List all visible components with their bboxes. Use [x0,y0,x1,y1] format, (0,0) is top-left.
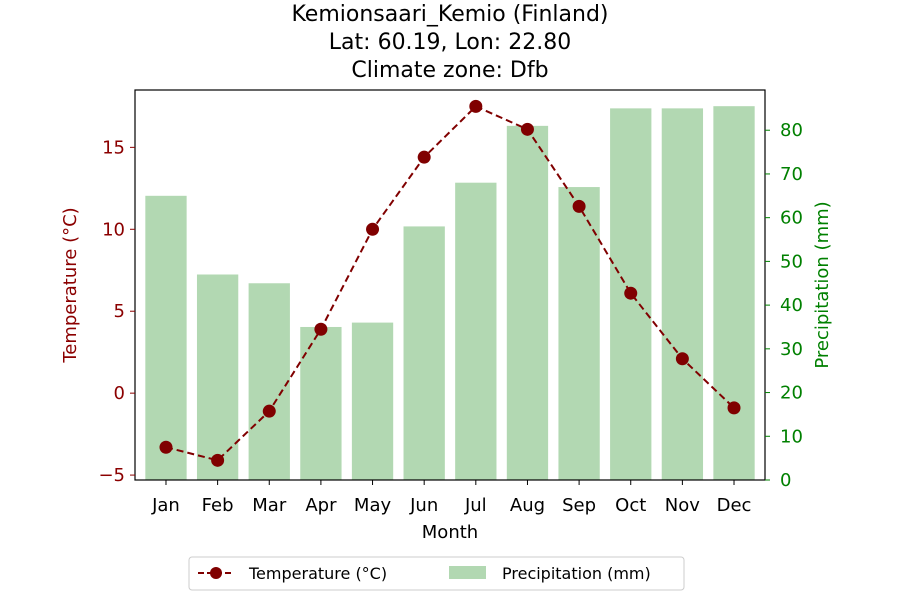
y-axis-left-label: Temperature (°C) [60,207,81,363]
x-tick-label-aug: Aug [510,495,545,516]
x-tick-label-nov: Nov [665,495,700,516]
temperature-point-sep [572,199,586,213]
y-right-tick-label: 20 [780,383,803,404]
precipitation-bar-jul [455,182,497,480]
y-axis-right: 0 10 20 30 40 50 60 70 80 [765,120,803,491]
y-left-tick-label: −5 [98,465,125,486]
temperature-point-nov [675,352,689,366]
precipitation-bar-sep [558,187,600,480]
temperature-point-dec [727,401,741,415]
x-tick-label-jul: Jul [464,495,487,516]
x-tick-label-sep: Sep [562,495,596,516]
precipitation-bar-feb [196,274,239,480]
precipitation-bar-jan [145,195,187,480]
y-right-tick-label: 80 [780,120,803,141]
x-tick-label-dec: Dec [717,495,752,516]
precipitation-bar-jun [403,226,445,480]
x-tick-label-jan: Jan [151,495,180,516]
temperature-line [159,99,741,467]
temperature-point-jul [469,99,483,113]
x-axis-label: Month [422,522,478,543]
y-axis-left: −5 0 5 10 15 [98,137,135,486]
temperature-point-mar [262,404,276,418]
y-left-tick-label: 10 [102,219,125,240]
legend-precipitation-swatch-icon [449,566,486,579]
temperature-point-jan [159,440,173,454]
title-line-2: Lat: 60.19, Lon: 22.80 [329,30,571,55]
precipitation-bar-nov [661,108,704,481]
y-left-tick-label: 15 [102,137,125,158]
y-right-tick-label: 40 [780,295,803,316]
temperature-point-apr [314,322,328,336]
y-right-tick-label: 0 [780,470,791,491]
precipitation-bars [145,106,755,481]
precipitation-bar-may [351,322,394,480]
y-axis-right-label: Precipitation (mm) [812,201,833,368]
precipitation-bar-apr [300,326,342,480]
precipitation-bar-dec [713,106,755,481]
y-right-tick-label: 70 [780,164,803,185]
precipitation-bar-mar [248,283,290,480]
x-tick-label-jun: Jun [409,495,438,516]
legend-box [188,556,685,591]
legend-temperature-marker-icon [210,567,222,579]
temperature-point-aug [520,122,534,136]
temperature-point-may [366,222,380,236]
temperature-point-oct [624,286,638,300]
temperature-point-feb [211,453,225,467]
x-tick-label-mar: Mar [252,495,287,516]
x-tick-label-apr: Apr [305,495,337,516]
y-left-tick-label: 5 [114,301,125,322]
temperature-point-jun [417,150,431,164]
y-right-tick-label: 60 [780,208,803,229]
x-axis: Jan Feb Mar Apr May Jun Jul Aug Sep Oct Nov Dec [151,480,751,516]
title-line-1: Kemionsaari_Kemio (Finland) [291,2,608,27]
y-left-tick-label: 0 [114,383,125,404]
title-line-3: Climate zone: Dfb [351,58,548,83]
temperature-series-line [165,105,735,462]
precipitation-bar-aug [506,125,549,480]
chart-title: Kemionsaari_Kemio (Finland) Lat: 60.19, … [291,2,608,83]
x-tick-label-may: May [354,495,392,516]
legend-temperature-label: Temperature (°C) [248,564,387,583]
plot-frame [134,89,766,481]
x-tick-label-oct: Oct [615,495,646,516]
legend: Temperature (°C) Precipitation (mm) [188,556,685,591]
y-right-tick-label: 30 [780,339,803,360]
x-tick-label-feb: Feb [202,495,234,516]
y-right-tick-label: 10 [780,426,803,447]
y-right-tick-label: 50 [780,251,803,272]
legend-precipitation-label: Precipitation (mm) [502,564,651,583]
